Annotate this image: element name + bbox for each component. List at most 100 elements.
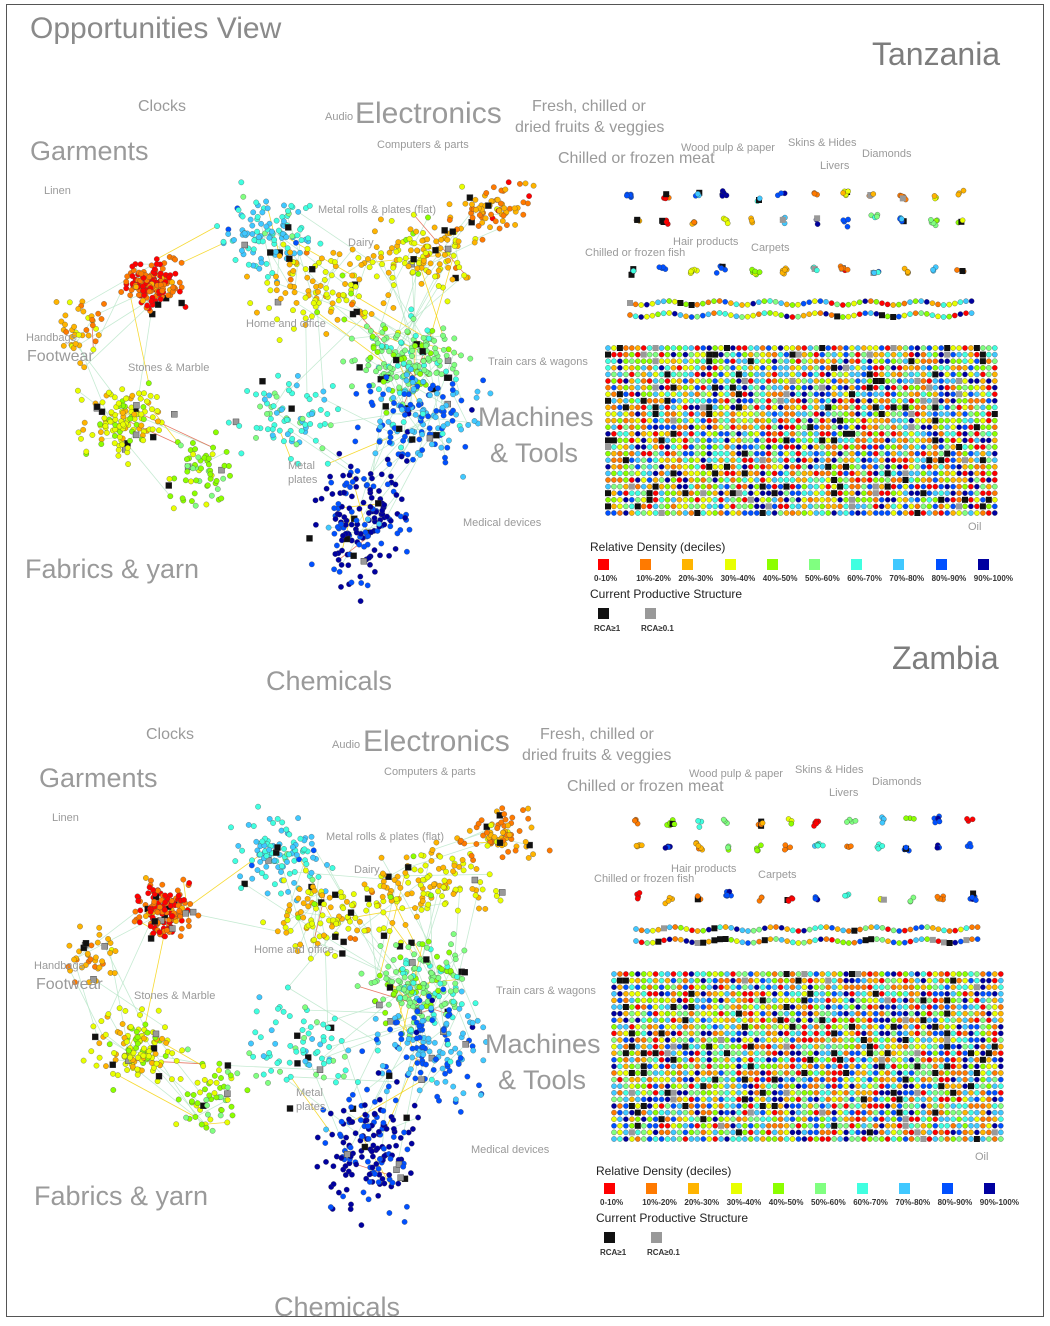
peripheral-node-rca — [665, 371, 671, 377]
peripheral-node-rca — [742, 470, 748, 476]
network-node — [347, 473, 352, 478]
network-node — [329, 273, 334, 278]
peripheral-node — [677, 431, 682, 436]
network-node — [426, 939, 431, 944]
peripheral-node — [623, 418, 628, 423]
peripheral-node — [725, 221, 730, 226]
peripheral-node — [814, 444, 819, 449]
network-node — [411, 386, 416, 391]
network-node — [421, 990, 426, 995]
network-node — [281, 439, 286, 444]
peripheral-node-rca — [920, 398, 926, 404]
peripheral-node — [701, 477, 706, 482]
peripheral-node — [623, 372, 628, 377]
network-node — [319, 496, 324, 501]
network-node — [425, 328, 430, 333]
network-node — [299, 238, 304, 243]
peripheral-node — [730, 345, 735, 350]
peripheral-node-rca — [908, 411, 914, 417]
peripheral-node — [707, 438, 712, 443]
network-node — [279, 863, 284, 868]
peripheral-node — [873, 431, 878, 436]
peripheral-node — [790, 365, 795, 370]
peripheral-node — [814, 510, 819, 515]
peripheral-node — [951, 398, 956, 403]
peripheral-node — [728, 301, 733, 306]
network-node — [241, 194, 246, 199]
peripheral-node — [778, 405, 783, 410]
peripheral-node — [677, 458, 682, 463]
peripheral-node — [623, 359, 628, 364]
network-node — [381, 1120, 386, 1125]
peripheral-node — [635, 484, 640, 489]
peripheral-node-rca — [831, 437, 837, 443]
peripheral-node — [879, 365, 884, 370]
network-node — [471, 1048, 476, 1053]
peripheral-node — [891, 425, 896, 430]
peripheral-node — [874, 311, 879, 316]
network-node — [258, 852, 263, 857]
peripheral-node — [974, 510, 979, 515]
peripheral-node — [772, 398, 777, 403]
network-node — [310, 877, 315, 882]
network-node — [382, 502, 387, 507]
network-node — [383, 326, 388, 331]
peripheral-node — [707, 471, 712, 476]
peripheral-node — [855, 398, 860, 403]
peripheral-node — [730, 372, 735, 377]
product-space-network — [20, 90, 620, 700]
network-node — [268, 288, 273, 293]
peripheral-node — [820, 477, 825, 482]
peripheral-node — [826, 418, 831, 423]
network-node — [54, 299, 59, 304]
peripheral-node — [962, 504, 967, 509]
network-node — [401, 1164, 406, 1169]
peripheral-node — [766, 372, 771, 377]
peripheral-node-rca — [831, 365, 837, 371]
network-node — [292, 290, 297, 295]
network-node — [141, 1046, 146, 1051]
network-node — [287, 1013, 292, 1018]
peripheral-node — [885, 510, 890, 515]
peripheral-node — [867, 451, 872, 456]
network-node — [366, 510, 371, 515]
peripheral-node — [921, 385, 926, 390]
peripheral-node — [802, 425, 807, 430]
peripheral-node — [969, 311, 974, 316]
peripheral-node — [689, 372, 694, 377]
network-node-rca — [462, 969, 468, 975]
network-node — [353, 439, 358, 444]
peripheral-node — [915, 418, 920, 423]
network-node — [398, 955, 403, 960]
network-node-rca — [398, 1175, 404, 1181]
peripheral-node — [974, 405, 979, 410]
peripheral-node — [796, 431, 801, 436]
network-node — [429, 978, 434, 983]
peripheral-node — [754, 398, 759, 403]
network-node — [281, 242, 286, 247]
peripheral-node — [784, 365, 789, 370]
peripheral-node — [689, 314, 694, 319]
peripheral-node — [754, 345, 759, 350]
peripheral-node — [796, 471, 801, 476]
peripheral-node — [927, 365, 932, 370]
peripheral-node — [683, 458, 688, 463]
peripheral-node — [707, 458, 712, 463]
network-node — [380, 508, 385, 513]
network-node-rca — [409, 959, 415, 965]
peripheral-node — [695, 378, 700, 383]
network-node — [148, 909, 153, 914]
legend-structure-title: Current Productive Structure — [590, 587, 742, 601]
network-node-rca — [350, 311, 356, 317]
peripheral-node — [843, 458, 848, 463]
network-node — [255, 804, 260, 809]
network-node — [261, 1072, 266, 1077]
network-node — [354, 1162, 359, 1167]
peripheral-node — [664, 219, 669, 224]
peripheral-node — [724, 352, 729, 357]
network-node — [326, 525, 331, 530]
peripheral-node — [695, 477, 700, 482]
peripheral-node — [784, 385, 789, 390]
peripheral-node — [689, 385, 694, 390]
peripheral-node — [730, 444, 735, 449]
